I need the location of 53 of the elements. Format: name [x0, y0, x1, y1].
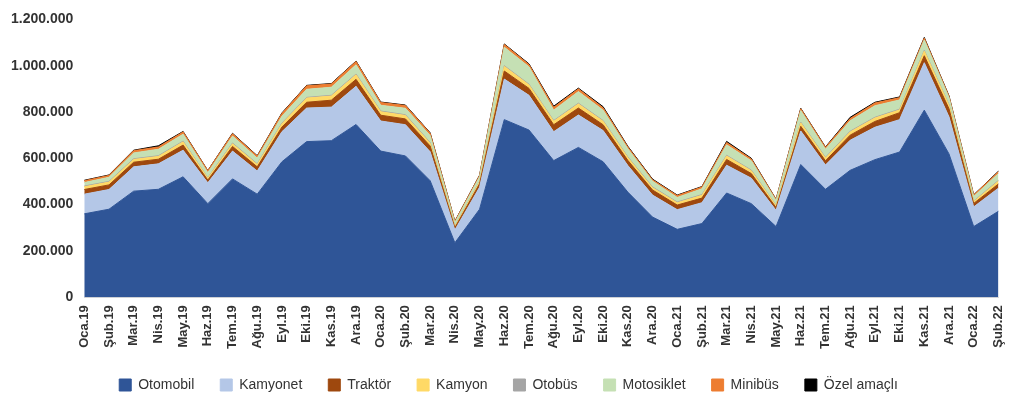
x-tick-label: Mar.19	[125, 305, 141, 346]
x-tick-label: Mar.21	[718, 305, 734, 346]
legend-label: Otomobil	[138, 375, 195, 392]
x-tick-label: Eki.20	[594, 305, 610, 343]
x-tick-label: Eki.19	[298, 305, 314, 343]
legend-label: Minibüs	[730, 375, 779, 392]
x-tick-label: Eyl.21	[866, 305, 882, 343]
x-tick-label: Mar.20	[421, 305, 437, 346]
x-tick-label: Şub.22	[989, 305, 1005, 348]
x-tick-label: Şub.20	[397, 305, 413, 348]
x-tick-label: Nis.19	[149, 305, 165, 344]
y-tick-label: 400.000	[22, 195, 74, 212]
x-tick-label: Ara.21	[940, 305, 956, 345]
legend-label: Özel amaçlı	[823, 374, 898, 392]
y-tick-label: 600.000	[22, 149, 74, 166]
x-tick-label: May.21	[767, 305, 783, 348]
x-tick-label: Nis.21	[742, 305, 758, 344]
x-tick-label: Tem.21	[817, 305, 833, 350]
y-tick-label: 1.000.000	[10, 56, 74, 73]
legend-label: Kamyon	[436, 375, 488, 392]
x-tick-label: Ara.19	[347, 305, 363, 345]
x-tick-label: Oca.20	[372, 305, 388, 348]
x-tick-label: Şub.19	[100, 305, 116, 348]
legend-label: Kamyonet	[239, 375, 303, 392]
x-tick-label: Ağu.20	[545, 305, 561, 349]
legend-label: Motosiklet	[622, 375, 686, 392]
x-tick-label: Eyl.19	[273, 305, 289, 343]
x-tick-label: Eyl.20	[569, 305, 585, 343]
x-tick-label: Şub.21	[693, 305, 709, 348]
x-tick-label: Oca.21	[668, 305, 684, 348]
x-tick-label: May.20	[471, 305, 487, 348]
y-tick-label: 0	[65, 288, 74, 305]
x-tick-label: Tem.19	[224, 305, 240, 350]
x-tick-label: Kas.21	[915, 305, 931, 348]
x-tick-label: Haz.21	[792, 305, 808, 347]
x-tick-label: Ağu.19	[248, 305, 264, 349]
x-tick-label: Eki.21	[891, 305, 907, 343]
y-tick-label: 200.000	[22, 241, 74, 258]
x-tick-label: Oca.22	[965, 305, 981, 348]
y-tick-label: 1.200.000	[10, 10, 74, 27]
x-tick-label: Ara.20	[644, 305, 660, 345]
x-tick-label: Nis.20	[446, 305, 462, 344]
x-tick-label: Kas.19	[322, 305, 338, 348]
x-tick-label: May.19	[174, 305, 190, 348]
x-tick-label: Kas.20	[619, 305, 635, 348]
x-tick-label: Haz.20	[495, 305, 511, 347]
legend-label: Otobüs	[532, 375, 578, 392]
x-tick-label: Tem.20	[520, 305, 536, 350]
legend-label: Traktör	[347, 375, 392, 392]
y-tick-label: 800.000	[22, 102, 74, 119]
x-tick-label: Ağu.21	[841, 305, 857, 349]
x-tick-label: Oca.19	[75, 305, 91, 348]
x-tick-label: Haz.19	[199, 305, 215, 347]
